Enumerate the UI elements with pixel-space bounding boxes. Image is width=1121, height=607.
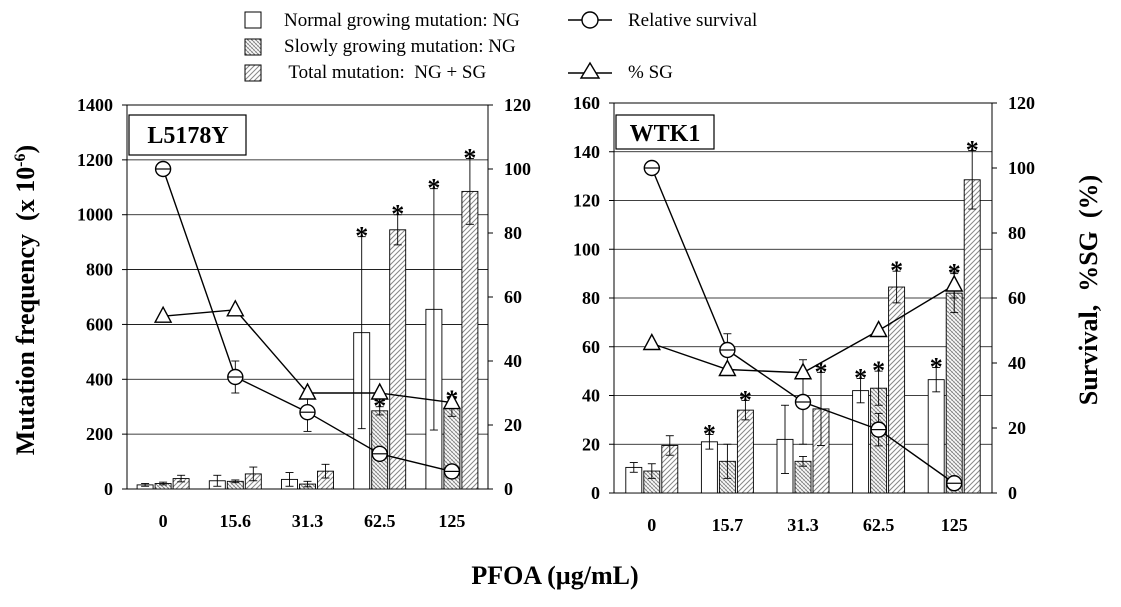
y-left-tick-label: 600 (86, 314, 113, 334)
y-left-tick-label: 100 (573, 239, 600, 259)
x-tick-label: 0 (159, 511, 168, 531)
y-right-tick-label: 120 (504, 95, 531, 115)
x-tick-label: 15.7 (712, 515, 744, 535)
bar-diagonal (888, 286, 906, 494)
pctsg-point (642, 333, 661, 351)
pctsg-point (370, 382, 389, 400)
pctsg-point (226, 299, 245, 317)
legend-survival-marker (568, 11, 612, 29)
y-left-axis-title-end: ) (11, 145, 40, 154)
bar-open (927, 379, 945, 494)
bar-diagonal (736, 409, 754, 494)
bar-open (852, 390, 870, 494)
pctsg-point (945, 274, 964, 292)
panel-title-box (128, 114, 247, 156)
legend-swatch-sg (244, 38, 262, 56)
y-right-tick-label: 60 (1008, 288, 1026, 308)
legend-label-sg: Slowly growing mutation: NG (284, 36, 516, 57)
significance-mark: * (355, 222, 368, 251)
y-left-tick-label: 800 (86, 260, 113, 280)
significance-mark: * (890, 256, 903, 285)
bar-diagonal (461, 190, 479, 490)
legend: Normal growing mutation: NG Slowly growi… (244, 10, 757, 83)
x-tick-label: 31.3 (292, 511, 324, 531)
pctsg-point (793, 362, 813, 380)
panel-title: WTK1 (630, 121, 701, 147)
significance-mark: * (815, 357, 828, 386)
x-tick-label: 125 (438, 511, 465, 531)
y-left-tick-label: 400 (86, 369, 113, 389)
x-tick-label: 62.5 (364, 511, 396, 531)
y-right-tick-label: 100 (1008, 158, 1035, 178)
y-left-tick-label: 120 (573, 191, 600, 211)
significance-mark: * (703, 420, 716, 449)
x-tick-label: 15.6 (220, 511, 252, 531)
significance-mark: * (463, 143, 476, 172)
y-left-axis-title-sup: -6 (12, 153, 29, 166)
x-axis-title: PFOA (µg/mL) (471, 561, 638, 590)
y-right-tick-label: 20 (504, 415, 522, 435)
y-right-tick-label: 60 (504, 287, 522, 307)
significance-mark: * (739, 385, 752, 414)
y-left-axis-title-main: Mutation frequency (x 10 (11, 167, 40, 455)
pctsg-point (869, 320, 888, 338)
y-right-tick-label: 120 (1008, 93, 1035, 113)
legend-label-pctsg: % SG (628, 62, 673, 83)
y-left-tick-label: 20 (582, 434, 600, 454)
pctsg-point (718, 359, 737, 377)
y-right-tick-label: 80 (1008, 223, 1026, 243)
pctsg-point (442, 392, 462, 410)
legend-label-total: Total mutation: NG + SG (284, 62, 486, 83)
y-left-tick-label: 1400 (77, 95, 113, 115)
y-right-tick-label: 20 (1008, 418, 1026, 438)
y-left-tick-label: 160 (573, 93, 600, 113)
significance-mark: * (854, 363, 867, 392)
legend-pctsg-marker (568, 61, 612, 79)
y-left-tick-label: 40 (582, 386, 600, 406)
y-left-tick-label: 0 (591, 483, 600, 503)
y-right-tick-label: 80 (504, 223, 522, 243)
significance-mark: * (872, 356, 885, 385)
x-tick-label: 125 (941, 515, 968, 535)
panel-wtk1: 0 20 40 60 80 100 120 140 160 0 20 40 60 80 100 120 0 15.… (573, 93, 1035, 535)
panel-title-box (615, 114, 715, 150)
x-tick-label: 62.5 (863, 515, 895, 535)
bar-diagonal (389, 229, 407, 490)
y-left-tick-label: 80 (582, 288, 600, 308)
y-right-tick-label: 40 (504, 351, 522, 371)
y-left-tick-label: 60 (582, 337, 600, 357)
x-tick-label: 0 (647, 515, 656, 535)
legend-label-survival: Relative survival (628, 10, 757, 31)
pctsg-point (298, 382, 317, 400)
y-left-tick-label: 200 (86, 424, 113, 444)
significance-mark: * (930, 352, 943, 381)
legend-swatch-ng (244, 11, 262, 29)
bar-diagonal (963, 179, 981, 494)
y-right-tick-label: 0 (504, 479, 513, 499)
legend-swatch-total (244, 64, 262, 82)
y-right-axis-title: Survival, %SG (%) (1074, 175, 1103, 405)
panel-title: L5178Y (147, 123, 228, 149)
legend-label-ng: Normal growing mutation: NG (284, 10, 520, 31)
y-left-tick-label: 1200 (77, 150, 113, 170)
pctsg-point (153, 305, 173, 323)
bar-dense (945, 292, 963, 494)
y-right-tick-label: 0 (1008, 483, 1017, 503)
significance-mark: * (391, 200, 404, 229)
y-left-tick-label: 0 (104, 479, 113, 499)
panel-l5178y: 0200400600800100012001400020406080100120… (77, 95, 531, 531)
y-left-axis-title: Mutation frequency (x 10-6) (11, 145, 40, 455)
significance-mark: * (427, 174, 440, 203)
y-left-tick-label: 1000 (77, 205, 113, 225)
y-right-tick-label: 40 (1008, 353, 1026, 373)
x-tick-label: 31.3 (787, 515, 819, 535)
y-left-tick-label: 140 (573, 142, 600, 162)
y-right-tick-label: 100 (504, 159, 531, 179)
significance-mark: * (966, 136, 979, 165)
